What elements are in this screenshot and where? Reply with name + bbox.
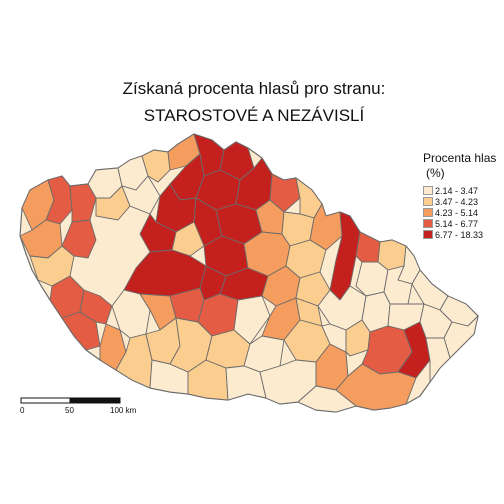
district-east-6: [309, 202, 343, 251]
legend-label: 5.14 - 6.77: [435, 218, 479, 229]
legend-item: 4.23 - 5.14: [423, 207, 504, 218]
district-sm-21: [297, 385, 357, 413]
map-legend: Procenta hlas (%) 2.14 - 3.47 3.47 - 4.2…: [423, 151, 504, 240]
map-title-line-2: STAROSTOVÉ A NEZÁVISLÍ: [143, 106, 365, 125]
legend-swatch: [423, 219, 433, 228]
scale-label-50: 50: [65, 406, 74, 415]
map-title-line-1: Získaná procenta hlasů pro stranu:: [122, 79, 386, 98]
district-layer: [19, 133, 479, 413]
legend-label: 6.77 - 18.33: [435, 229, 484, 240]
district-west-5: [29, 245, 75, 287]
legend-item: 3.47 - 4.23: [423, 196, 504, 207]
legend-unit: (%): [426, 166, 445, 180]
district-nm-2: [355, 231, 381, 263]
legend-label: 3.47 - 4.23: [435, 196, 479, 207]
scale-label-100: 100 km: [110, 406, 137, 415]
legend-item: 2.14 - 3.47: [423, 185, 504, 196]
scale-label-0: 0: [20, 406, 25, 415]
legend-label: 2.14 - 3.47: [435, 185, 479, 196]
legend-label: 4.23 - 5.14: [435, 207, 479, 218]
legend-swatch: [423, 197, 433, 206]
legend-list: 2.14 - 3.47 3.47 - 4.23 4.23 - 5.14 5.14…: [423, 185, 504, 240]
district-nm-7: [355, 261, 389, 297]
legend-swatch: [423, 186, 433, 195]
legend-title: Procenta hlas: [423, 151, 497, 165]
district-west-2: [45, 175, 73, 225]
district-south-14: [233, 295, 271, 345]
legend-item: 5.14 - 6.77: [423, 218, 504, 229]
district-sm-19: [425, 337, 451, 384]
scale-bar: 0 50 100 km: [20, 396, 180, 426]
legend-item: 6.77 - 18.33: [423, 229, 504, 240]
legend-swatch: [423, 208, 433, 217]
district-west-7: [61, 219, 97, 259]
district-sm-18: [397, 321, 431, 379]
legend-swatch: [423, 230, 433, 239]
district-sm-22: [345, 349, 369, 377]
scale-bar-graphic: [20, 397, 121, 404]
